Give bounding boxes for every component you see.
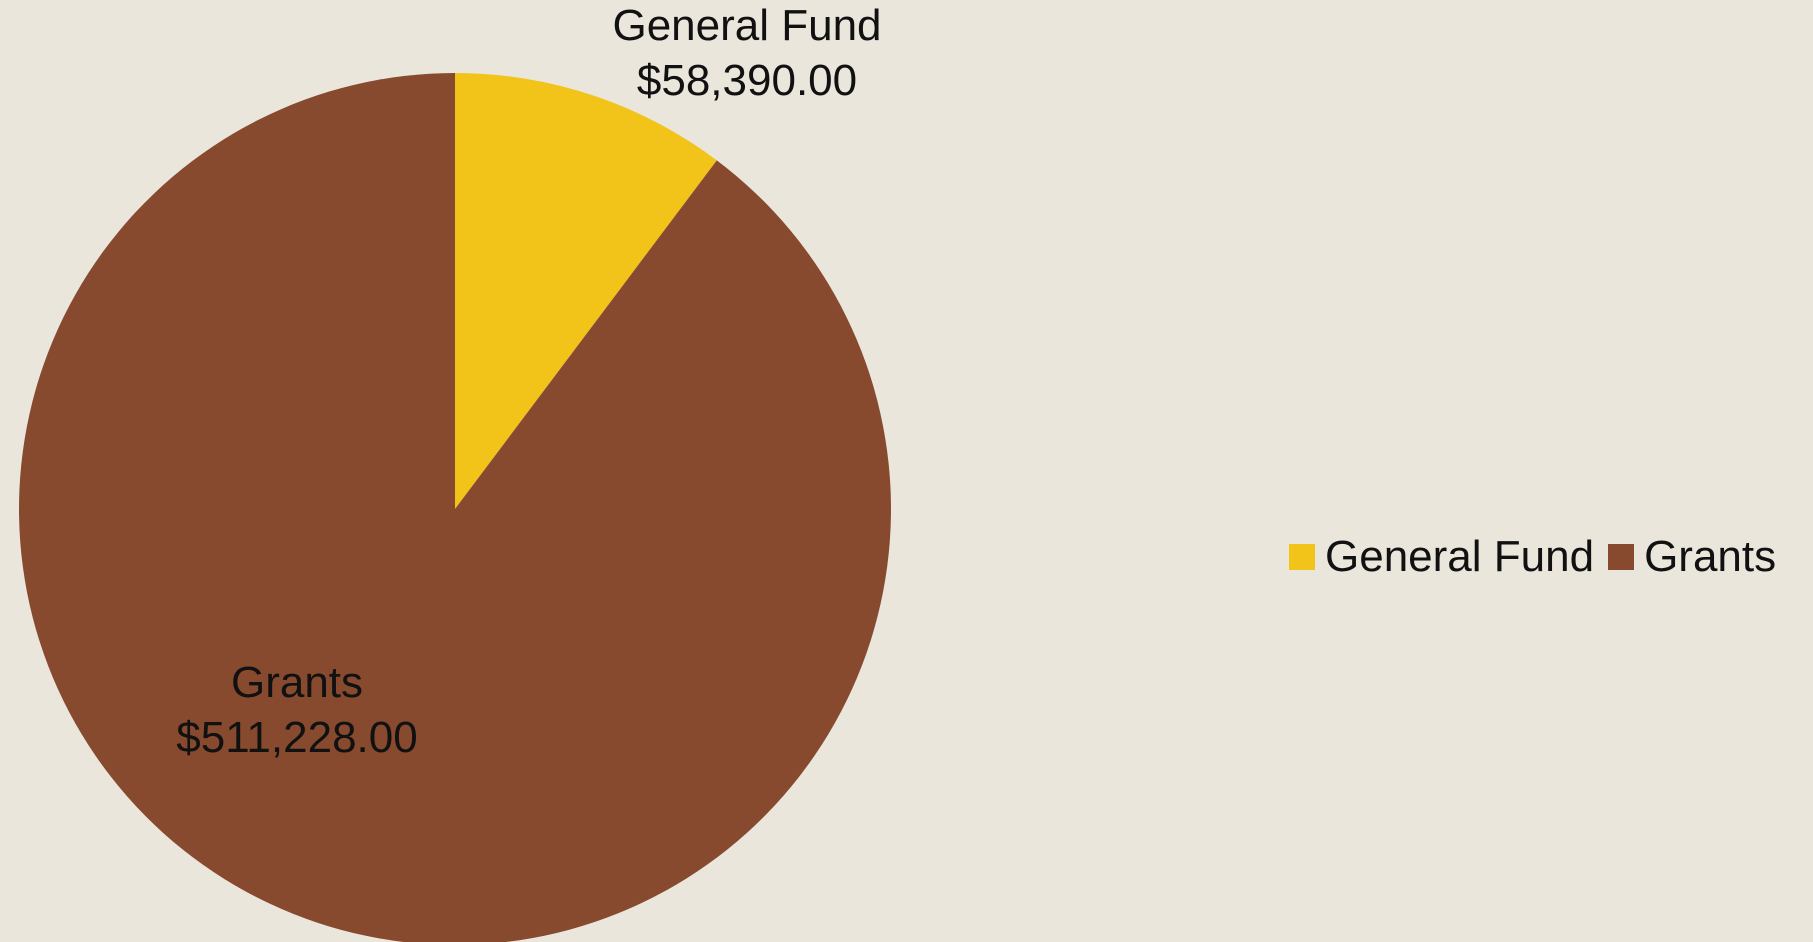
legend-entry-general-fund[interactable]: General Fund: [1289, 532, 1594, 582]
pie-slice-general-fund[interactable]: [455, 73, 717, 509]
legend-swatch-grants: [1608, 544, 1635, 570]
legend-label-general-fund: General Fund: [1325, 532, 1595, 581]
data-label-general-fund-category: General Fund: [612, 1, 881, 50]
data-label-grants-value: $511,228.00: [176, 713, 417, 762]
legend-swatch-general-fund: [1289, 544, 1315, 570]
chart-legend: General Fund Grants: [1289, 532, 1776, 582]
legend-entry-grants[interactable]: Grants: [1608, 532, 1776, 582]
data-label-grants-category: Grants: [231, 658, 363, 707]
pie-slice-grants[interactable]: [19, 73, 891, 942]
legend-label-grants: Grants: [1644, 532, 1777, 581]
data-label-general-fund-value: $58,390.00: [637, 56, 857, 105]
